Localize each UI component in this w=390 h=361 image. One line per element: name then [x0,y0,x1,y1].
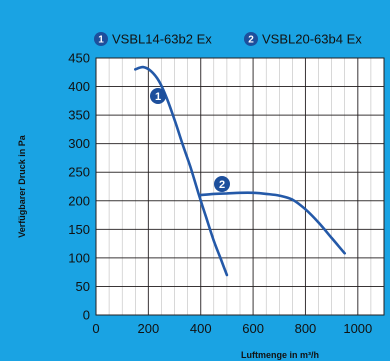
y-axis-ticks: 0 50 100 150 200 250 300 350 400 450 [68,51,90,323]
legend-item-1: 1 VSBL14-63b2 Ex [94,32,212,47]
x-tick-label: 1000 [343,321,372,336]
y-tick-label: 100 [68,250,90,265]
y-tick-label: 50 [76,279,90,294]
x-tick-label: 600 [242,321,264,336]
x-tick-label: 0 [92,321,99,336]
svg-text:2: 2 [219,179,225,191]
y-tick-label: 0 [83,308,90,323]
legend-label: VSBL20-63b4 Ex [262,32,362,47]
y-tick-label: 150 [68,222,90,237]
y-tick-label: 200 [68,193,90,208]
legend-badge-number: 2 [248,35,254,46]
y-tick-label: 400 [68,79,90,94]
y-axis-label: Verfügbarer Druck in Pa [17,134,27,238]
y-tick-label: 350 [68,108,90,123]
legend-badge-number: 1 [98,35,104,46]
y-tick-label: 250 [68,165,90,180]
curve-badge-2: 2 [214,176,230,192]
y-tick-label: 450 [68,51,90,66]
curve-badge-1: 1 [150,88,166,104]
x-axis-label: Luftmenge in m³/h [241,350,319,360]
svg-text:1: 1 [155,91,161,103]
x-tick-label: 400 [190,321,212,336]
x-tick-label: 800 [295,321,317,336]
x-axis-ticks: 0 200 400 600 800 1000 [92,321,372,336]
x-tick-label: 200 [138,321,160,336]
legend-label: VSBL14-63b2 Ex [112,32,212,47]
legend: 1 VSBL14-63b2 Ex 2 VSBL20-63b4 Ex [94,32,362,47]
y-tick-label: 300 [68,136,90,151]
legend-item-2: 2 VSBL20-63b4 Ex [244,32,362,47]
